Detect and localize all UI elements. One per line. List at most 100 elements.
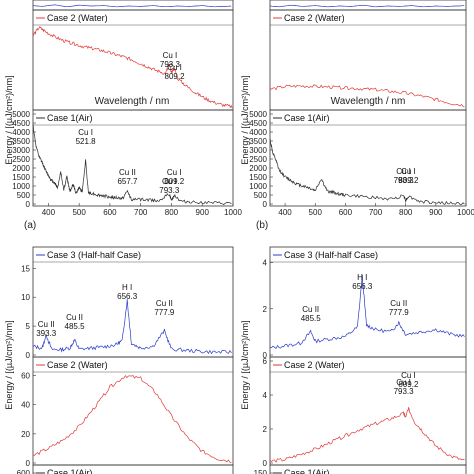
y-tick-label: 2500 [249, 155, 267, 164]
x-tick-label: 700 [369, 208, 383, 217]
peak-annotation: Cu I 809.2 [398, 167, 419, 185]
x-tick-label: 400 [42, 208, 56, 217]
y-tick-label: 3500 [12, 137, 30, 146]
peak-annotation: Cu I 793.3 [394, 167, 415, 185]
peak-annotation: Cu II 485.5 [301, 305, 322, 323]
series-line-b-top [270, 4, 465, 8]
y-axis-label-left-top: Energy / [(µJ/cm²)/nm] [4, 75, 14, 164]
legend-label: Case 2 (Water) [47, 360, 108, 370]
plot-frame [32, 246, 234, 358]
panel-d-air: Case 1(Air) 150 [254, 464, 467, 474]
panel-c-air: Case 1(Air) 600 [17, 464, 234, 474]
peak-annotation: Cu I 809.2 [165, 63, 186, 81]
panel-b-water: Case 2 (Water) [269, 9, 467, 111]
peak-annotation: Cu I 793.3 [160, 51, 181, 69]
y-tick-label: 10 [21, 293, 30, 302]
x-tick-label: 1000 [457, 208, 474, 217]
y-axis-label-left-bottom: Energy / [(µJ/cm²)/nm] [4, 320, 14, 409]
panel-a-water: Case 2 (Water) Cu I 793.3Cu I 809.2 [32, 9, 234, 111]
y-tick-label: 0 [263, 200, 268, 209]
series-line-b-air [269, 138, 465, 205]
peak-annotation: Cu I 809.2 [164, 168, 185, 186]
y-tick-label: 3500 [249, 137, 267, 146]
peak-annotation: Cu II 777.9 [389, 299, 410, 317]
x-tick-label: 900 [429, 208, 443, 217]
peak-annotation: Cu I 793.3 [159, 177, 180, 195]
x-tick-label: 600 [339, 208, 353, 217]
y-tick-label: 4000 [249, 128, 267, 137]
y-axis-label-right-top: Energy / [(µJ/cm²)/nm] [240, 75, 250, 164]
y-tick-label: 600 [17, 469, 31, 474]
plot-frame [269, 246, 467, 358]
x-tick-label: 900 [196, 208, 210, 217]
series-line-c-water [32, 374, 232, 464]
y-tick-label: 0 [26, 200, 31, 209]
peak-annotation: H I 656.3 [117, 283, 138, 301]
peak-annotation: Cu I 521.8 [76, 128, 97, 146]
series-line-a-water [32, 25, 233, 109]
peak-annotation: Cu II 777.9 [154, 299, 175, 317]
y-tick-label: 6 [263, 357, 268, 366]
panel-d-half: Case 3 (Half-half Case) 0 2 4 H I 656.3 Cu II 4… [263, 246, 467, 360]
y-tick-label: 150 [254, 469, 268, 474]
plot-frame [269, 109, 467, 207]
panel-b-top [269, 0, 467, 11]
y-tick-label: 40 [21, 401, 30, 410]
y-tick-label: 15 [21, 264, 30, 273]
panel-c-water: Case 2 (Water) 0 20 40 60 [21, 356, 234, 468]
y-tick-label: 1000 [249, 182, 267, 191]
legend-label: Case 2 (Water) [284, 13, 345, 23]
plot-frame [269, 0, 467, 11]
panel-a-air: Case 1(Air)05001000150020002500300035004… [12, 109, 242, 217]
peak-annotation: Cu I 793.3 [394, 378, 415, 396]
y-tick-label: 3000 [12, 146, 30, 155]
x-tick-label: 600 [103, 208, 117, 217]
y-tick-label: 2500 [12, 155, 30, 164]
y-tick-label: 1500 [12, 173, 30, 182]
y-tick-label: 1000 [12, 182, 30, 191]
peak-annotation: Cu II 393.3 [36, 320, 57, 338]
y-tick-label: 0 [26, 459, 31, 468]
panel-label-b: (b) [256, 220, 268, 231]
legend-label: Case 2 (Water) [284, 360, 345, 370]
y-tick-label: 2 [263, 425, 268, 434]
x-tick-label: 700 [134, 208, 148, 217]
x-tick-label: 500 [72, 208, 86, 217]
plot-frame [32, 464, 234, 474]
y-tick-label: 4500 [12, 119, 30, 128]
panel-c-half: Case 3 (Half-half Case) 0 5 10 15 Cu II 393.3 C… [21, 246, 234, 360]
y-tick-label: 5 [26, 322, 31, 331]
y-tick-label: 4 [263, 259, 268, 268]
series-line-d-half [269, 274, 465, 350]
y-tick-label: 0 [26, 351, 31, 360]
y-tick-label: 500 [254, 191, 268, 200]
x-axis-label-left: Wavelength / nm [95, 96, 170, 107]
legend-label: Case 1(Air) [284, 468, 330, 474]
y-tick-label: 500 [17, 191, 31, 200]
peak-annotation: Cu I 809.2 [398, 371, 419, 389]
x-tick-label: 400 [278, 208, 292, 217]
panel-d-water: Case 2 (Water) 0 2 4 6 Cu I 793.3Cu I 809.2 [263, 356, 467, 468]
peak-annotation: Cu II 485.5 [65, 313, 86, 331]
legend-label: Case 3 (Half-half Case) [284, 250, 378, 260]
legend-label: Case 1(Air) [284, 113, 330, 123]
y-tick-label: 60 [21, 372, 30, 381]
y-tick-label: 4500 [249, 119, 267, 128]
series-line-c-half [32, 299, 232, 355]
panel-label-a: (a) [24, 220, 36, 231]
x-tick-label: 500 [309, 208, 323, 217]
x-axis-label-right: Wavelength / nm [331, 96, 406, 107]
peak-annotation: H I 656.3 [352, 273, 373, 291]
x-tick-label: 800 [399, 208, 413, 217]
y-tick-label: 20 [21, 430, 30, 439]
y-axis-label-right-bottom: Energy / [(µJ/cm²)/nm] [240, 320, 250, 409]
series-line-a-air [32, 124, 232, 206]
y-tick-label: 0 [263, 459, 268, 468]
y-tick-label: 5000 [249, 110, 267, 119]
legend-label: Case 3 (Half-half Case) [47, 250, 141, 260]
y-tick-label: 0 [263, 351, 268, 360]
series-line-b-water [269, 84, 465, 108]
y-tick-label: 2 [263, 305, 268, 314]
legend-label: Case 2 (Water) [47, 13, 108, 23]
